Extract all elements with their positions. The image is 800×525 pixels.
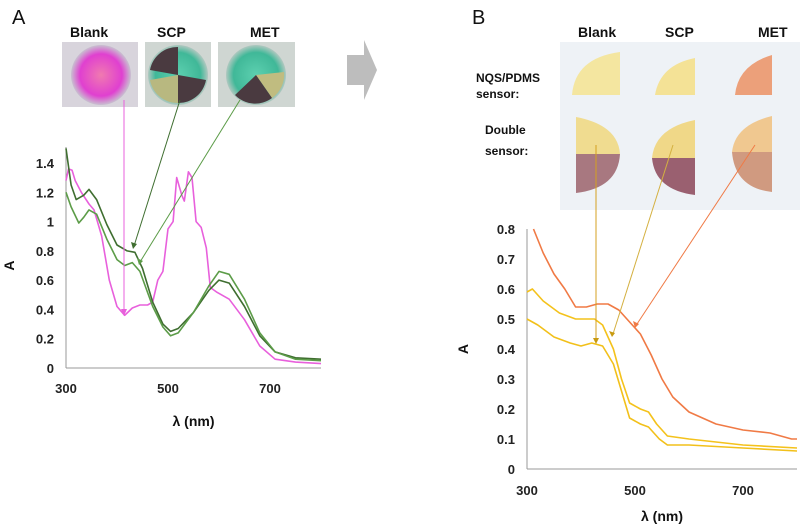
- series-line-met: [65, 192, 322, 362]
- photo-label-blank-b: Blank: [578, 24, 616, 40]
- y-tick-label: 0: [508, 462, 515, 477]
- y-tick-label: 0.4: [497, 342, 516, 357]
- x-axis-label: λ (nm): [641, 508, 683, 524]
- y-axis-label: A: [455, 344, 471, 354]
- photos-a: Blank SCP MET: [62, 24, 295, 107]
- photo-blank-well: [62, 42, 138, 107]
- y-tick-label: 1.4: [36, 156, 55, 171]
- series-line-scp: [65, 148, 322, 360]
- y-tick-label: 0.1: [497, 432, 515, 447]
- y-tick-label: 0.8: [497, 222, 515, 237]
- row-label-double-sensor: sensor:: [485, 144, 528, 158]
- y-tick-label: 0: [47, 361, 54, 376]
- y-tick-label: 0.7: [497, 252, 515, 267]
- x-tick-label: 500: [624, 483, 646, 498]
- arrow-scp-b: [612, 144, 674, 335]
- y-axis-label: A: [1, 260, 17, 270]
- annotation-arrows: [121, 99, 756, 344]
- panel-label-a: A: [12, 7, 26, 29]
- sensor-nqs-met: [735, 55, 772, 95]
- x-tick-label: 500: [157, 381, 179, 396]
- arrowhead-icon: [593, 338, 599, 344]
- photo-label-scp-b: SCP: [665, 24, 694, 40]
- x-tick-label: 700: [732, 483, 754, 498]
- row-label-double: Double: [485, 123, 526, 137]
- series-line-met: [532, 228, 797, 440]
- arrow-scp-a: [133, 99, 181, 247]
- photo-label-blank: Blank: [70, 24, 108, 40]
- x-axis-label: λ (nm): [173, 413, 215, 429]
- photo-label-met-b: MET: [758, 24, 788, 40]
- y-tick-label: 0.2: [497, 402, 515, 417]
- photos-b: Blank SCP MET NQS/PDMS sensor: Double se…: [476, 24, 800, 210]
- panel-label-b: B: [472, 7, 485, 29]
- photo-met-well: [218, 42, 295, 107]
- x-tick-label: 700: [259, 381, 281, 396]
- arrowhead-icon: [137, 258, 143, 265]
- series-line-scp: [526, 288, 798, 449]
- arrow-met-b: [636, 144, 756, 325]
- arrowhead-icon: [609, 331, 615, 337]
- arrowhead-icon: [633, 321, 639, 328]
- series-line-blank: [526, 318, 798, 452]
- y-tick-label: 0.2: [36, 332, 54, 347]
- photo-scp-well: [145, 42, 211, 107]
- row-label-nqs-sensor: sensor:: [476, 87, 519, 101]
- sensor-nqs-scp: [655, 58, 695, 95]
- sensor-double-blank: [576, 117, 620, 193]
- y-tick-label: 0.3: [497, 372, 515, 387]
- arrowhead-icon: [121, 309, 127, 316]
- transition-arrow-icon: [347, 40, 377, 100]
- sensor-double-scp: [652, 120, 695, 195]
- y-tick-label: 0.6: [497, 282, 515, 297]
- photo-label-met: MET: [250, 24, 280, 40]
- row-label-nqs: NQS/PDMS: [476, 71, 540, 85]
- x-tick-label: 300: [516, 483, 538, 498]
- y-tick-label: 0.5: [497, 312, 515, 327]
- y-tick-label: 0.8: [36, 244, 54, 259]
- series-line-blank: [65, 168, 322, 365]
- chart-b: 0 0.1 0.2 0.3 0.4 0.5 0.6 0.7 0.8 300 500 700 λ (nm)…: [455, 222, 798, 524]
- x-tick-label: 300: [55, 381, 77, 396]
- sensor-double-met: [732, 116, 772, 192]
- chart-a: 0 0.2 0.4 0.6 0.8 1 1.2 1.4 300 500 700 λ (nm) A: [1, 147, 322, 429]
- y-tick-label: 0.4: [36, 302, 55, 317]
- sensor-nqs-blank: [572, 52, 620, 95]
- photo-label-scp: SCP: [157, 24, 186, 40]
- arrowhead-icon: [131, 242, 137, 249]
- y-tick-label: 0.6: [36, 273, 54, 288]
- arrow-met-a: [139, 99, 241, 263]
- y-tick-label: 1.2: [36, 185, 54, 200]
- y-tick-label: 1: [47, 215, 54, 230]
